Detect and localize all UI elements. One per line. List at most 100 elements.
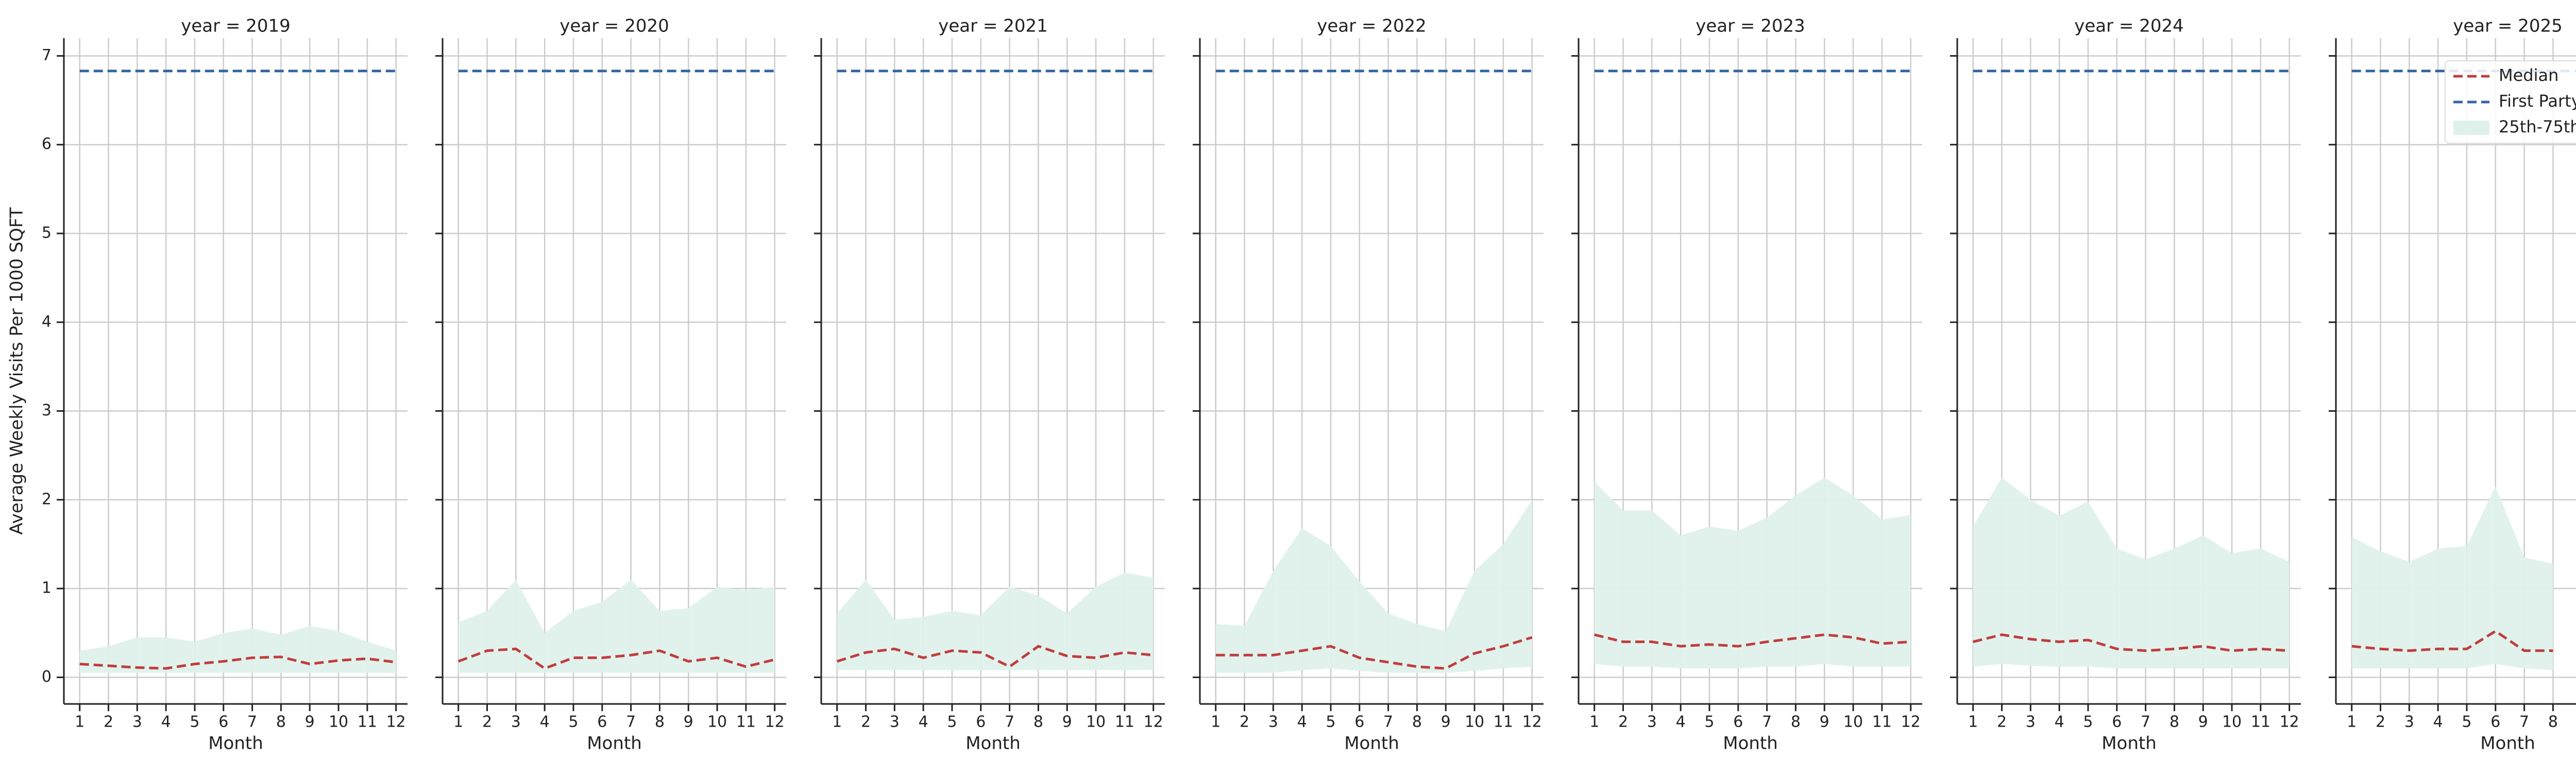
percentile-band bbox=[837, 573, 1154, 670]
x-axis-label: Month bbox=[965, 733, 1021, 754]
median-line bbox=[836, 645, 1154, 668]
panel-title: year = 2025 bbox=[2453, 16, 2562, 37]
x-tick-label: 12 bbox=[386, 713, 406, 731]
x-tick-label: 3 bbox=[2404, 713, 2414, 731]
x-tick-label: 2 bbox=[1997, 713, 2007, 731]
x-tick-label: 8 bbox=[2170, 713, 2179, 731]
x-tick-label: 11 bbox=[358, 713, 377, 731]
legend-label: Median bbox=[2499, 65, 2558, 85]
x-axis-label: Month bbox=[1344, 733, 1399, 754]
x-tick-label: 5 bbox=[2462, 713, 2471, 731]
x-axis-label: Month bbox=[587, 733, 642, 754]
x-tick-label: 2 bbox=[1618, 713, 1628, 731]
panel-title: year = 2022 bbox=[1317, 16, 1426, 37]
x-tick-label: 7 bbox=[1383, 713, 1393, 731]
y-tick-label: 1 bbox=[42, 579, 52, 597]
x-tick-label: 7 bbox=[2519, 713, 2529, 731]
x-tick-label: 7 bbox=[247, 713, 257, 731]
x-axis-label: Month bbox=[2102, 733, 2157, 754]
x-tick-label: 1 bbox=[453, 713, 463, 731]
legend-label: First Party Median bbox=[2499, 91, 2576, 111]
x-tick-label: 10 bbox=[329, 713, 348, 731]
median-line bbox=[1973, 633, 2290, 652]
x-tick-label: 5 bbox=[568, 713, 578, 731]
median-line bbox=[457, 647, 775, 670]
x-axis-label: Month bbox=[2480, 733, 2535, 754]
x-tick-label: 1 bbox=[1968, 713, 1978, 731]
x-tick-label: 10 bbox=[1843, 713, 1863, 731]
x-tick-label: 10 bbox=[707, 713, 727, 731]
x-tick-label: 1 bbox=[2347, 713, 2357, 731]
x-tick-label: 1 bbox=[1589, 713, 1599, 731]
percentile-band bbox=[1594, 477, 1911, 669]
x-tick-label: 9 bbox=[305, 713, 315, 731]
y-tick-label: 7 bbox=[42, 46, 52, 64]
x-tick-label: 6 bbox=[1354, 713, 1364, 731]
x-tick-label: 11 bbox=[1115, 713, 1134, 731]
x-tick-label: 4 bbox=[919, 713, 928, 731]
x-tick-label: 3 bbox=[511, 713, 521, 731]
x-tick-label: 7 bbox=[2141, 713, 2150, 731]
x-tick-label: 6 bbox=[2490, 713, 2500, 731]
x-axis-label: Month bbox=[208, 733, 263, 754]
x-tick-label: 7 bbox=[1005, 713, 1014, 731]
x-tick-label: 9 bbox=[2198, 713, 2208, 731]
y-tick-label: 5 bbox=[42, 224, 52, 242]
x-tick-label: 4 bbox=[2055, 713, 2064, 731]
x-tick-label: 3 bbox=[890, 713, 900, 731]
x-tick-label: 9 bbox=[1441, 713, 1451, 731]
x-tick-label: 6 bbox=[976, 713, 986, 731]
x-tick-label: 10 bbox=[1086, 713, 1106, 731]
x-tick-label: 10 bbox=[1465, 713, 1484, 731]
percentile-band bbox=[2351, 486, 2553, 670]
x-tick-label: 8 bbox=[1791, 713, 1801, 731]
x-tick-label: 5 bbox=[2083, 713, 2093, 731]
percentile-band bbox=[79, 626, 396, 673]
x-tick-label: 11 bbox=[2251, 713, 2270, 731]
x-tick-label: 3 bbox=[132, 713, 142, 731]
x-tick-label: 2 bbox=[2376, 713, 2385, 731]
y-tick-label: 4 bbox=[42, 313, 52, 331]
x-tick-label: 6 bbox=[1733, 713, 1743, 731]
x-tick-label: 11 bbox=[1872, 713, 1892, 731]
percentile-band bbox=[458, 579, 775, 673]
x-tick-label: 9 bbox=[684, 713, 693, 731]
x-tick-label: 6 bbox=[218, 713, 228, 731]
panel-title: year = 2019 bbox=[181, 16, 290, 37]
x-tick-label: 7 bbox=[626, 713, 636, 731]
x-tick-label: 5 bbox=[190, 713, 199, 731]
x-tick-label: 7 bbox=[1762, 713, 1772, 731]
x-tick-label: 12 bbox=[1144, 713, 1163, 731]
percentile-band bbox=[1973, 477, 2290, 669]
x-axis-label: Month bbox=[1723, 733, 1778, 754]
x-tick-label: 5 bbox=[1704, 713, 1714, 731]
x-tick-label: 2 bbox=[482, 713, 492, 731]
legend-swatch bbox=[2453, 121, 2489, 135]
panel-title: year = 2021 bbox=[938, 16, 1047, 37]
x-tick-label: 12 bbox=[765, 713, 785, 731]
y-tick-label: 3 bbox=[42, 401, 52, 419]
x-tick-label: 8 bbox=[655, 713, 665, 731]
x-tick-label: 2 bbox=[1240, 713, 1249, 731]
x-tick-label: 11 bbox=[736, 713, 756, 731]
x-tick-label: 3 bbox=[2026, 713, 2036, 731]
x-tick-label: 6 bbox=[2112, 713, 2122, 731]
median-line bbox=[1594, 633, 1911, 648]
median-line bbox=[2351, 629, 2553, 652]
y-axis-label: Average Weekly Visits Per 1000 SQFT bbox=[7, 207, 27, 535]
x-tick-label: 4 bbox=[1297, 713, 1307, 731]
x-tick-label: 4 bbox=[1676, 713, 1686, 731]
x-tick-label: 5 bbox=[1326, 713, 1335, 731]
x-tick-label: 8 bbox=[1412, 713, 1422, 731]
median-line bbox=[79, 656, 396, 670]
x-tick-label: 12 bbox=[1522, 713, 1542, 731]
x-tick-label: 3 bbox=[1268, 713, 1278, 731]
x-tick-label: 8 bbox=[276, 713, 286, 731]
panel-title: year = 2020 bbox=[560, 16, 669, 37]
x-tick-label: 8 bbox=[1033, 713, 1043, 731]
x-tick-label: 9 bbox=[1820, 713, 1829, 731]
panel-title: year = 2023 bbox=[1696, 16, 1805, 37]
y-tick-label: 0 bbox=[42, 668, 52, 686]
